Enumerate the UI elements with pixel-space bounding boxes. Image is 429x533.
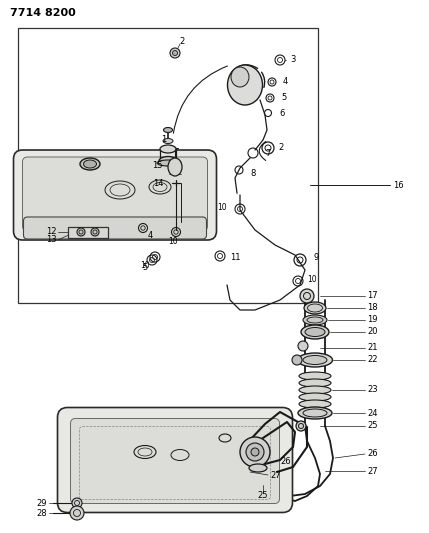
- Ellipse shape: [157, 160, 179, 166]
- Text: 4: 4: [148, 230, 153, 239]
- Text: 18: 18: [367, 303, 378, 312]
- Text: 22: 22: [367, 356, 378, 365]
- Ellipse shape: [297, 353, 332, 367]
- Ellipse shape: [249, 464, 267, 472]
- Circle shape: [240, 437, 270, 467]
- Ellipse shape: [303, 356, 327, 365]
- Text: 20: 20: [367, 327, 378, 336]
- Text: 11: 11: [230, 254, 241, 262]
- Text: 2: 2: [278, 143, 283, 152]
- Text: 25: 25: [258, 490, 268, 499]
- Text: 3: 3: [290, 55, 296, 64]
- Ellipse shape: [163, 127, 172, 133]
- Text: 15: 15: [152, 160, 163, 169]
- Ellipse shape: [160, 145, 176, 153]
- Circle shape: [292, 355, 302, 365]
- Circle shape: [246, 443, 264, 461]
- Ellipse shape: [299, 379, 331, 387]
- Text: 4: 4: [283, 77, 288, 86]
- Text: 21: 21: [367, 343, 378, 352]
- Ellipse shape: [299, 386, 331, 394]
- Circle shape: [296, 421, 306, 431]
- Ellipse shape: [84, 160, 97, 168]
- Circle shape: [298, 341, 308, 351]
- Text: 24: 24: [367, 408, 378, 417]
- Text: 10: 10: [140, 261, 150, 270]
- FancyBboxPatch shape: [13, 150, 217, 240]
- Circle shape: [77, 228, 85, 236]
- Text: 6: 6: [279, 109, 284, 117]
- Circle shape: [300, 289, 314, 303]
- Bar: [68, 227, 108, 238]
- Ellipse shape: [299, 400, 331, 408]
- Text: 10: 10: [307, 274, 317, 284]
- Text: 2: 2: [179, 37, 184, 46]
- Text: 7: 7: [265, 149, 270, 157]
- Text: 27: 27: [270, 471, 281, 480]
- Bar: [18, 28, 318, 303]
- Text: 27: 27: [367, 466, 378, 475]
- Text: 25: 25: [367, 422, 378, 431]
- Ellipse shape: [227, 65, 263, 105]
- Circle shape: [172, 51, 178, 55]
- Text: 19: 19: [367, 316, 378, 325]
- Ellipse shape: [303, 315, 327, 325]
- FancyBboxPatch shape: [24, 217, 206, 239]
- Text: 23: 23: [367, 385, 378, 394]
- Text: 29: 29: [36, 498, 47, 507]
- Ellipse shape: [231, 67, 249, 87]
- Text: 1: 1: [161, 134, 166, 143]
- Ellipse shape: [298, 407, 332, 419]
- Text: 7714 8200: 7714 8200: [10, 8, 76, 18]
- Text: 5: 5: [142, 263, 147, 272]
- FancyBboxPatch shape: [22, 157, 208, 231]
- Text: 5: 5: [281, 93, 286, 102]
- Text: 8: 8: [250, 168, 255, 177]
- Circle shape: [70, 506, 84, 520]
- Circle shape: [251, 448, 259, 456]
- Text: 14: 14: [154, 180, 164, 189]
- Ellipse shape: [168, 158, 182, 176]
- Ellipse shape: [80, 158, 100, 170]
- FancyBboxPatch shape: [70, 418, 280, 504]
- Text: 16: 16: [393, 181, 404, 190]
- Text: 17: 17: [367, 292, 378, 301]
- Circle shape: [72, 498, 82, 508]
- FancyBboxPatch shape: [57, 408, 293, 513]
- Ellipse shape: [159, 157, 177, 166]
- Ellipse shape: [299, 372, 331, 380]
- Text: 13: 13: [46, 236, 57, 245]
- Ellipse shape: [305, 327, 325, 336]
- Text: 10: 10: [218, 203, 227, 212]
- Circle shape: [91, 228, 99, 236]
- Ellipse shape: [163, 139, 173, 143]
- Text: 12: 12: [46, 228, 57, 237]
- Text: 26: 26: [367, 449, 378, 458]
- Text: 10: 10: [168, 238, 178, 246]
- Text: 26: 26: [280, 457, 290, 466]
- Ellipse shape: [304, 302, 326, 314]
- Text: 28: 28: [36, 508, 47, 518]
- Text: 9: 9: [313, 253, 318, 262]
- Ellipse shape: [301, 325, 329, 339]
- Ellipse shape: [299, 393, 331, 401]
- Circle shape: [170, 48, 180, 58]
